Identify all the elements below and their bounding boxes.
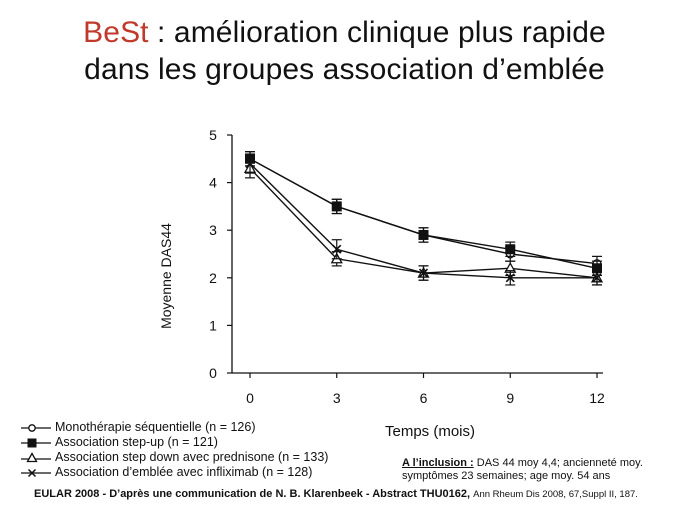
legend-item: Association step down avec prednisone (n… xyxy=(20,450,328,465)
legend-label: Monothérapie séquentielle (n = 126) xyxy=(55,420,256,434)
y-tick-label: 1 xyxy=(209,317,217,333)
legend-marker-circle-icon xyxy=(21,423,51,432)
y-tick-label: 5 xyxy=(209,127,217,143)
y-tick-label: 3 xyxy=(209,222,217,238)
data-point-square xyxy=(418,229,429,240)
legend-label: Association step down avec prednisone (n… xyxy=(55,450,329,464)
footer-reference: Ann Rheum Dis 2008, 67,Suppl II, 187. xyxy=(473,489,638,500)
title-brand: BeSt xyxy=(83,16,149,49)
legend-marker-square-icon xyxy=(21,438,51,447)
inclusion-text: DAS 44 moy 4,4; ancienneté moy. symptôme… xyxy=(402,457,643,482)
data-point-square xyxy=(592,263,602,274)
series-line xyxy=(249,167,598,279)
x-tick-label: 12 xyxy=(589,390,605,406)
legend-item: Association step-up (n = 121) xyxy=(20,435,328,450)
y-tick-label: 0 xyxy=(209,365,217,381)
legend-item: Association d’emblée avec infliximab (n … xyxy=(20,465,328,480)
inclusion-note: A l’inclusion : DAS 44 moy 4,4; ancienne… xyxy=(402,457,672,483)
y-tick-label: 4 xyxy=(209,175,217,191)
data-point-cross xyxy=(505,273,515,283)
footer-separator: , xyxy=(467,488,474,500)
y-tick-label: 2 xyxy=(209,270,217,286)
x-tick-label: 6 xyxy=(420,390,428,406)
slide-title: BeSt : amélioration clinique plus rapide… xyxy=(0,14,689,88)
series-line xyxy=(249,158,598,265)
data-point-cross xyxy=(332,244,342,254)
x-tick-label: 9 xyxy=(506,390,514,406)
y-axis-label: Moyenne DAS44 xyxy=(158,223,174,329)
legend-marker-cross-icon xyxy=(21,468,51,477)
data-point-cross xyxy=(418,268,429,278)
title-line-2: dans les groupes association d’emblée xyxy=(84,53,605,86)
legend-marker-triangle-icon xyxy=(21,451,51,462)
title-line-1-text: : amélioration clinique plus rapide xyxy=(148,16,606,49)
data-point-square xyxy=(331,201,342,212)
x-axis-label: Temps (mois) xyxy=(385,423,475,440)
x-tick-label: 3 xyxy=(333,390,341,406)
data-point-cross xyxy=(245,158,255,169)
series-line xyxy=(249,158,598,269)
legend-item: Monothérapie séquentielle (n = 126) xyxy=(20,420,328,435)
inclusion-label: A l’inclusion : xyxy=(402,457,474,469)
data-point-cross xyxy=(592,273,602,283)
legend-label: Association step-up (n = 121) xyxy=(55,435,218,449)
source-footer: EULAR 2008 - D’après une communication d… xyxy=(34,488,684,501)
chart-legend: Monothérapie séquentielle (n = 126) Asso… xyxy=(20,420,328,480)
series-line xyxy=(249,163,597,279)
footer-main: EULAR 2008 - D’après une communication d… xyxy=(34,488,467,500)
x-tick-label: 0 xyxy=(246,390,254,406)
title-line-1: BeSt : amélioration clinique plus rapide xyxy=(0,14,689,51)
data-point-square xyxy=(505,244,516,255)
legend-label: Association d’emblée avec infliximab (n … xyxy=(55,465,313,479)
